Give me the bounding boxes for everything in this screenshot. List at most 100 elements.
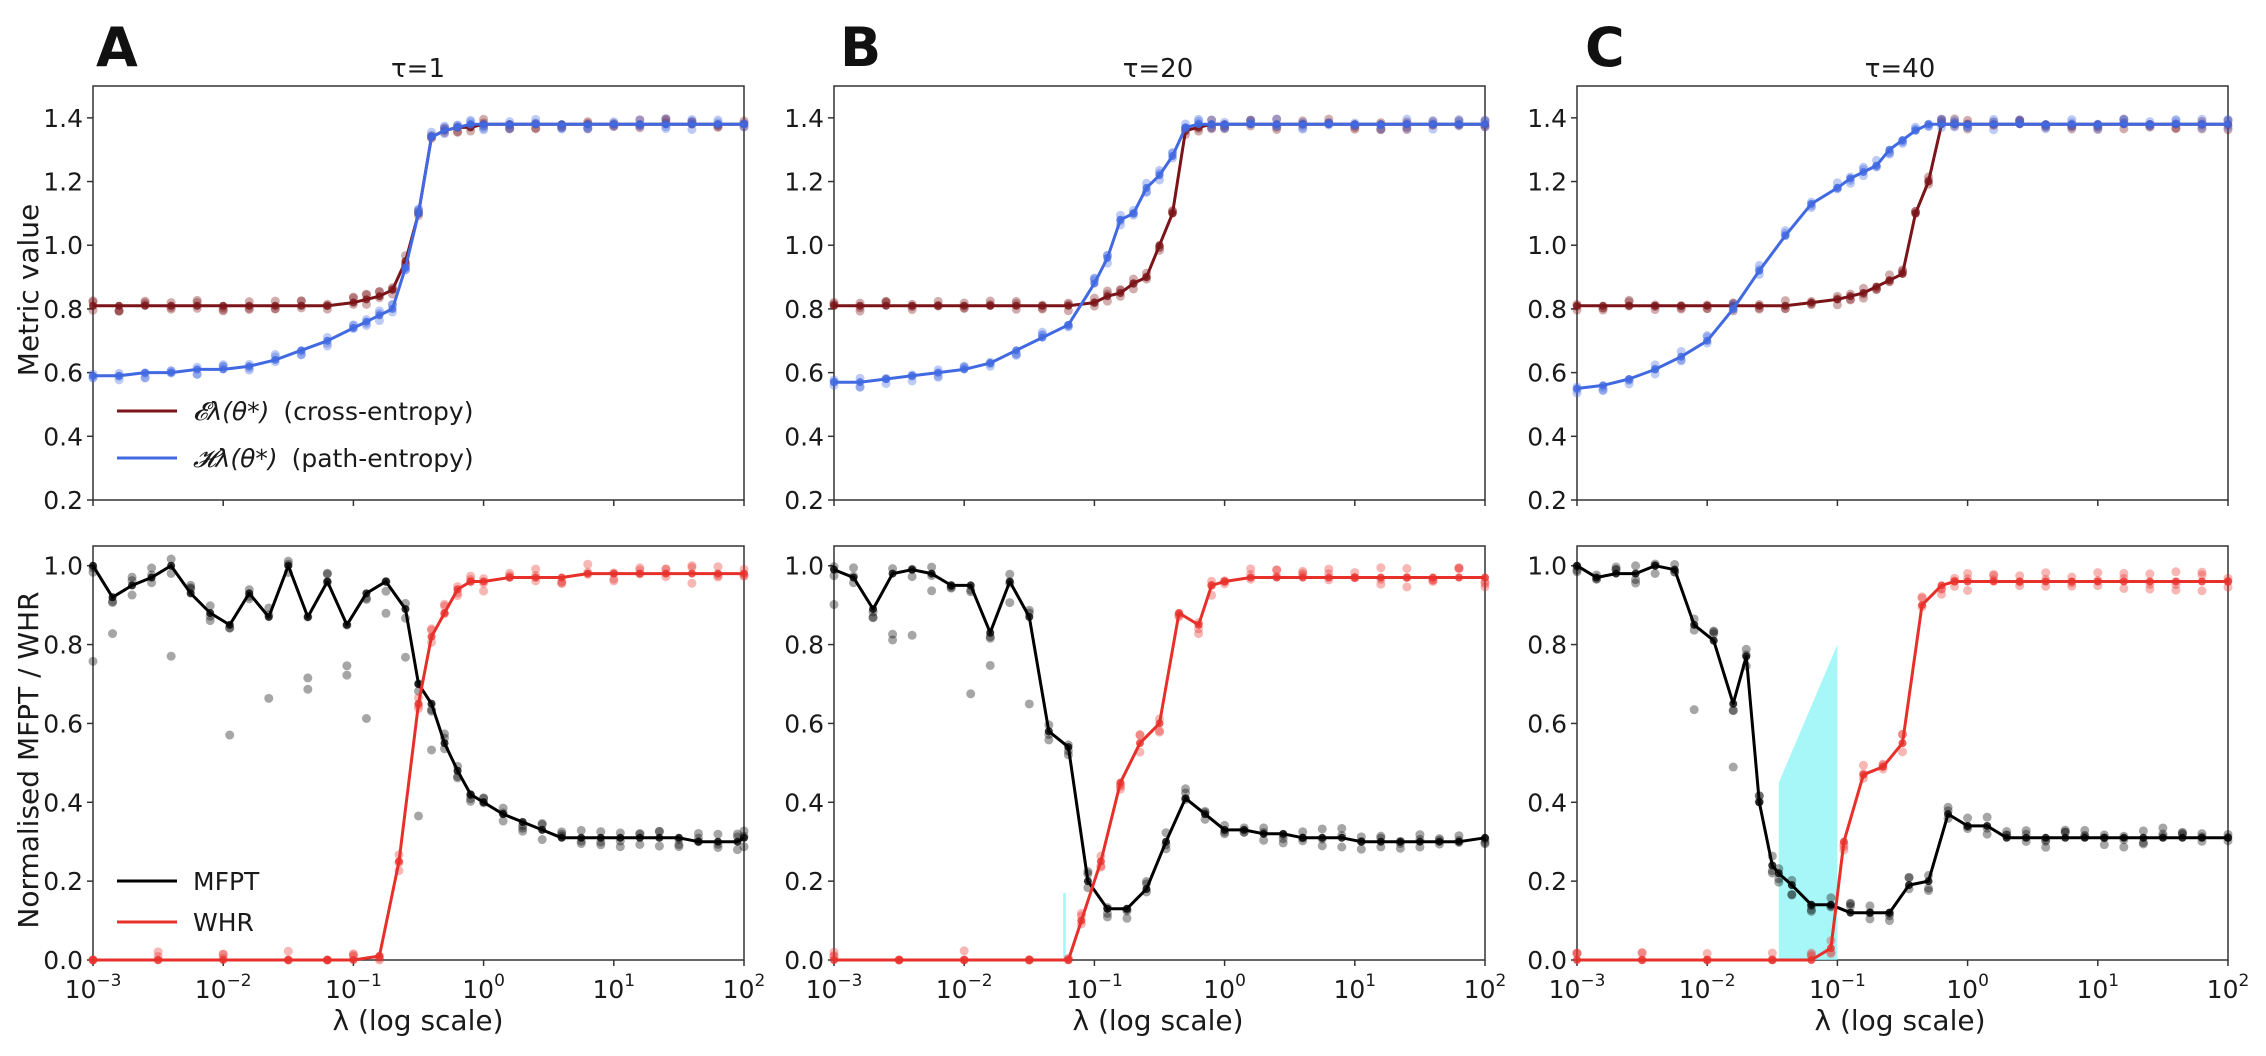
scatter-point-whr [2145,584,2155,594]
scatter-point-whr [609,576,619,586]
scatter-point-whr [1898,747,1907,757]
shaded-band [1778,644,1838,960]
plot-frame [1576,545,2229,961]
scatter-point-mfpt [2138,839,2148,849]
y-tick-label: 0.6 [43,709,83,738]
scatter-point-whr [1402,582,1412,592]
scatter-point-mfpt [381,608,391,618]
scatter-point-mfpt [693,828,703,838]
data-point-mfpt [1481,833,1489,842]
panel-title-a: τ=1 [391,54,445,84]
scatter-point-mfpt [1741,644,1751,654]
scatter-point-whr [687,578,697,588]
scatter-point-mfpt [1317,824,1327,834]
scatter-point-mfpt [1024,699,1034,709]
panel-letter-a: A [96,16,138,79]
scatter-point-mfpt [466,796,476,806]
scatter-point-mfpt [985,660,995,670]
y-tick-label: 1.4 [784,104,824,133]
x-tick-label: 10−3 [1549,971,1606,1004]
scatter-point-whr [1454,563,1464,573]
scatter-point-mfpt [2060,825,2070,835]
scatter-point-mfpt [868,612,878,622]
y-tick-label: 0.2 [1527,867,1567,896]
y-tick-label: 0.0 [784,946,824,975]
scatter-point-mfpt [927,562,937,572]
scatter-point-mfpt [1865,901,1875,911]
scatter-point-mfpt [1728,705,1738,715]
x-tick-label: 10−1 [325,971,382,1004]
scatter-point-whr [2145,569,2155,579]
scatter-point-mfpt [829,600,839,610]
scatter-point-mfpt [186,580,196,590]
legend-top: 𝓔λ(θ*) (cross-entropy) 𝓗λ(θ*) (path-entr… [117,397,474,473]
scatter-point-mfpt [518,826,528,836]
scatter-point-whr [2093,568,2103,578]
scatter-point-whr [1767,948,1777,958]
x-tick-label: 10−2 [936,971,993,1004]
scatter-point-whr [1806,948,1816,958]
scatter-point-mfpt [1728,706,1738,716]
scatter-point-mfpt [1337,823,1347,833]
y-tick-label: 1.0 [43,231,83,260]
x-axis-title-a: λ (log scale) [332,1004,503,1037]
y-tick-label: 1.4 [43,104,83,133]
x-axis-title-c: λ (log scale) [1814,1004,1985,1037]
scatter-point-mfpt [400,652,410,662]
panel-letter-c: C [1585,16,1625,79]
scatter-point-mfpt [654,826,664,836]
scatter-point-mfpt [108,629,118,639]
top-y-axis-title: Metric value [12,204,45,376]
plot-frame [92,85,745,501]
legend-path-entropy-label: 𝓗λ(θ*) (path-entropy) [193,444,474,473]
series-line-whr [834,576,1485,962]
scatter-point-mfpt [127,572,137,582]
scatter-point-whr [1702,948,1712,958]
y-tick-label: 0.6 [784,359,824,388]
scatter-point-whr [1637,948,1647,958]
scatter-point-mfpt [1767,868,1777,878]
y-tick-label: 0.6 [43,359,83,388]
scatter-point-mfpt [1904,872,1914,882]
scatter-point-whr [1135,730,1145,740]
scatter-point-mfpt [674,842,684,852]
scatter-point-mfpt [1924,886,1934,896]
scatter-point-mfpt [966,689,976,699]
scatter-point-whr [1858,760,1868,770]
y-tick-label: 0.4 [43,422,83,451]
scatter-point-mfpt [1395,843,1405,853]
x-tick-label: 101 [592,971,635,1004]
y-tick-label: 0.8 [43,631,83,660]
scatter-point-mfpt [361,713,371,723]
scatter-point-whr [2171,567,2181,577]
legend-whr-label: WHR [193,908,254,937]
y-tick-label: 0.2 [784,867,824,896]
series-line-path-entropy [1576,122,2228,390]
scatter-point-mfpt [907,572,917,582]
scatter-point-mfpt [303,673,313,683]
scatter-point-mfpt [732,845,742,855]
scatter-point-mfpt [2060,827,2070,837]
y-tick-label: 0.0 [43,946,83,975]
scatter-point-mfpt [225,730,235,740]
y-tick-label: 1.0 [43,552,83,581]
x-tick-label: 10−3 [806,971,863,1004]
scatter-point-mfpt [1689,705,1699,715]
legend-cross-entropy-label: 𝓔λ(θ*) (cross-entropy) [193,397,473,426]
scatter-point-mfpt [166,554,176,564]
x-tick-label: 102 [1464,971,1507,1004]
scatter-point-whr [1155,727,1164,737]
scatter-point-mfpt [414,811,423,821]
scatter-point-whr [635,563,645,573]
scatter-point-mfpt [518,823,528,833]
y-tick-label: 1.0 [1527,231,1567,260]
y-tick-label: 1.2 [784,168,824,197]
x-tick-label: 102 [2207,971,2250,1004]
scatter-point-mfpt [1298,827,1308,837]
scatter-point-mfpt [868,613,878,623]
plot-frame [1576,85,2229,501]
scatter-point-whr [348,949,358,959]
scatter-point-whr [1324,564,1334,574]
scatter-point-mfpt [739,842,749,852]
y-tick-label: 0.2 [784,486,824,515]
